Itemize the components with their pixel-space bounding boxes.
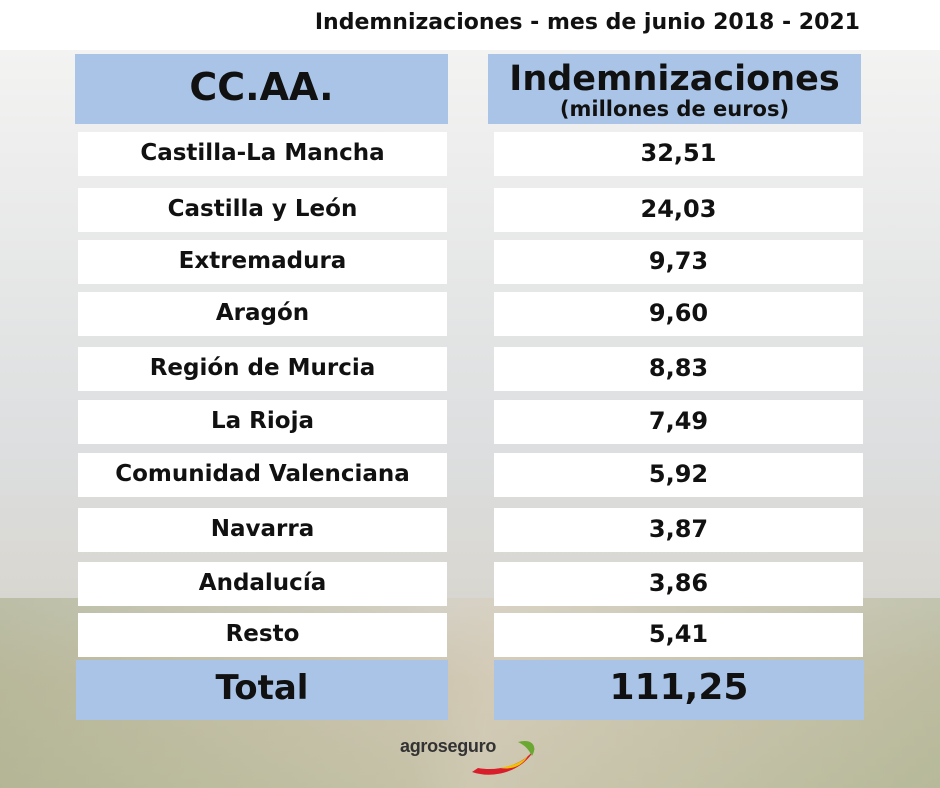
total-value: 111,25 (609, 667, 749, 708)
table-row-region: Extremadura (78, 240, 447, 284)
page-title: Indemnizaciones - mes de junio 2018 - 20… (314, 10, 860, 35)
table-row-value: 3,86 (494, 562, 863, 606)
logo-text: agroseguro (400, 736, 497, 756)
table-row-region: Resto (78, 613, 447, 657)
logo-swoosh-icon (472, 740, 535, 775)
table-row-value: 9,73 (494, 240, 863, 284)
table-row-region: Aragón (78, 292, 447, 336)
total-value-cell: 111,25 (494, 660, 864, 720)
header-region: CC.AA. (75, 54, 448, 124)
table-row-value: 8,83 (494, 347, 863, 391)
table-row-value: 3,87 (494, 508, 863, 552)
table-row-region: Región de Murcia (78, 347, 447, 391)
table-row-value: 5,41 (494, 613, 863, 657)
table-row-region: Navarra (78, 508, 447, 552)
table-row-region: Castilla y León (78, 188, 447, 232)
table-row-region: Andalucía (78, 562, 447, 606)
table-row-value: 32,51 (494, 132, 863, 176)
total-label: Total (215, 668, 309, 708)
table-row-region: La Rioja (78, 400, 447, 444)
header-units-label: (millones de euros) (559, 97, 790, 121)
table-row-region: Comunidad Valenciana (78, 453, 447, 497)
header-region-label: CC.AA. (189, 65, 334, 109)
table-row-value: 9,60 (494, 292, 863, 336)
header-indemnizaciones-label: Indemnizaciones (509, 59, 840, 99)
table-row-value: 24,03 (494, 188, 863, 232)
total-label-cell: Total (76, 660, 448, 720)
table-row-value: 5,92 (494, 453, 863, 497)
table-row-value: 7,49 (494, 400, 863, 444)
agroseguro-logo: agroseguro (400, 730, 540, 780)
header-indemnizaciones: Indemnizaciones (millones de euros) (488, 54, 861, 124)
table-row-region: Castilla-La Mancha (78, 132, 447, 176)
